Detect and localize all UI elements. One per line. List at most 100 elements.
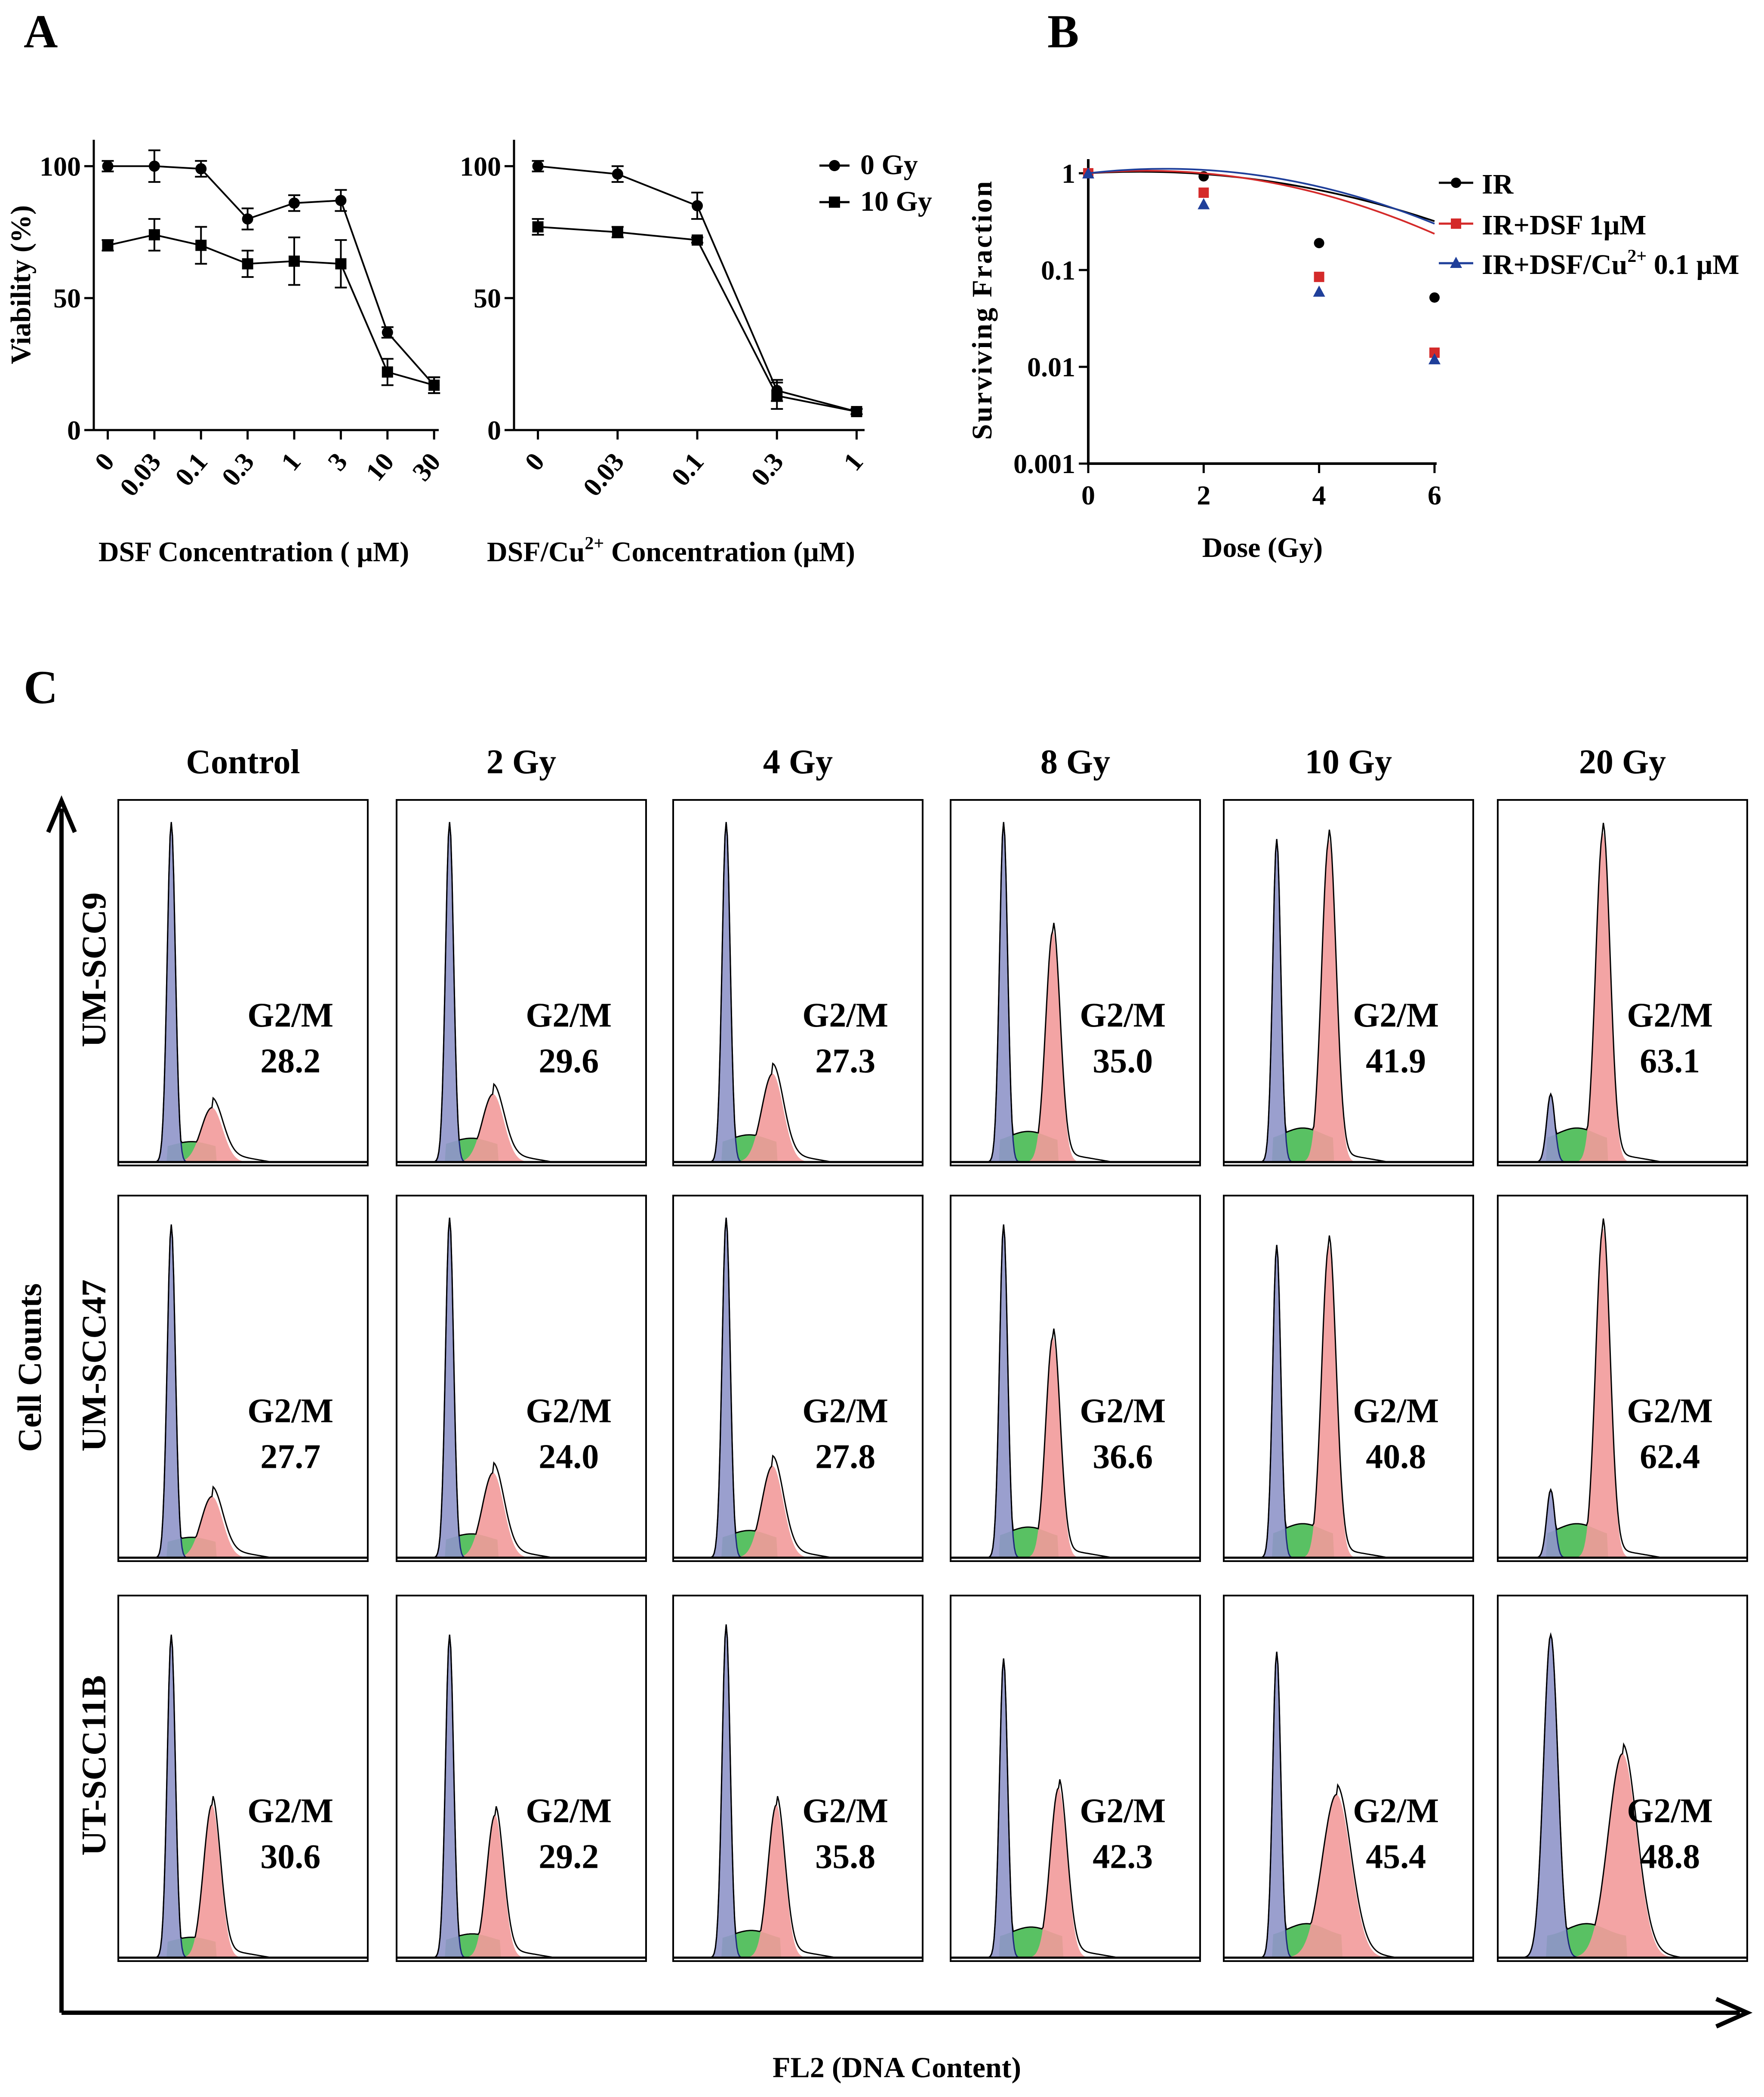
c-column-header: 8 Gy [1041,743,1110,781]
c-g2m-value: 48.8 [1640,1838,1700,1876]
c-g2m-label: G2/M [802,1392,888,1430]
a1-point-10gy [148,229,160,240]
c-g1-fill [678,822,917,1162]
c-g2m-label: G2/M [1627,996,1713,1034]
c-g1-fill [1229,1651,1468,1958]
legend-ir-dsf-cu-sup: 2+ [1627,246,1647,266]
c-g1-fill [678,1218,917,1558]
c-g2m-label: G2/M [1080,1792,1166,1830]
a1-point-10gy [335,258,347,270]
c-g1-fill [1503,1635,1742,1958]
legend-label-ir-dsf-cu: IR+DSF/Cu2+ 0.1 μM [1482,246,1739,280]
b-xtick-label: 2 [1197,480,1210,510]
c-row-label: UM-SCC47 [75,1279,113,1451]
c-g2m-label: G2/M [1353,1792,1439,1830]
a2-ytick-label: 50 [474,283,501,314]
c-y-axis-label: Cell Counts [11,1283,48,1452]
panel-label-a: A [24,5,58,58]
a1-y-axis-label: Viability (%) [5,205,37,364]
c-histogram-frame [1223,1195,1474,1562]
b-point-ir-dsf-cu [1428,353,1441,365]
a2-marks [532,160,863,418]
a1-x-axis-label: DSF Concentration ( μM) [99,536,409,568]
c-histogram-frame [950,799,1201,1166]
c-column-header: 4 Gy [763,743,833,781]
legend-marker-ir-dsf [1451,218,1461,229]
c-g1-fill [123,822,363,1162]
c-g1-fill [956,822,1195,1162]
c-row-label: UT-SCC11B [75,1675,113,1855]
c-s-phase-fill [1229,1923,1468,1958]
c-histogram-frame [117,1195,369,1562]
c-g1-fill [1503,1094,1742,1162]
c-row-label: UM-SCC9 [75,892,113,1047]
c-g1-fill [123,1224,363,1558]
c-g2m-label: G2/M [247,996,333,1034]
c-g2m-value: 42.3 [1093,1838,1153,1876]
c-g2m-value: 41.9 [1366,1042,1426,1080]
legend-ir-dsf-cu-suffix: 0.1 μM [1647,249,1739,280]
legend-marker-0gy [829,160,840,171]
c-g2m-value: 30.6 [260,1838,320,1876]
c-g2m-value: 27.7 [260,1438,320,1476]
c-g2m-label: G2/M [247,1392,333,1430]
b-marks [1082,167,1441,365]
c-column-header: 2 Gy [486,743,556,781]
legend-marker-10gy [829,197,840,208]
c-g2m-label: G2/M [1627,1792,1713,1830]
c-histogram-frame [117,1595,369,1962]
b-legend: IR IR+DSF 1μM IR+DSF/Cu2+ 0.1 μM [1439,169,1739,280]
b-point-ir-dsf [1198,188,1209,198]
b-xtick-label: 4 [1312,480,1326,510]
c-histogram-frame [1497,1195,1748,1562]
c-g2m-label: G2/M [526,1392,612,1430]
c-g2m-label: G2/M [526,1792,612,1830]
a2-legend: 0 Gy 10 Gy [819,149,932,217]
c-g2m-value: 45.4 [1366,1838,1426,1876]
c-histogram-panels: G2/M 28.2 G2/M 29.6 G2/M 27.3 G2/M 35.0 G2/M 41.9… [117,799,1748,1962]
c-s-phase-fill [1229,1524,1468,1558]
panel-label-b: B [1047,5,1079,58]
a1-series-line-1 [108,234,434,386]
c-row-labels: UM-SCC9 UM-SCC47 UT-SCC11B [75,892,113,1856]
c-histogram-panel: G2/M 27.3 [672,799,924,1166]
c-column-header: Control [186,743,300,781]
panel-label-c: C [24,661,58,713]
c-histogram-panel: G2/M 27.8 [672,1195,924,1562]
c-x-axis-arrowhead [1715,1997,1753,2029]
a1-series-line-0 [108,165,435,386]
a1-point-0gy [148,160,160,172]
c-histogram-panel: G2/M 30.6 [117,1595,369,1962]
b-ytick-label: 0.01 [1027,352,1075,382]
c-s-phase-fill [1229,1128,1468,1162]
a1-ytick-label: 50 [53,283,81,314]
b-xtick-label: 0 [1081,480,1095,510]
b-point-ir-dsf-cu [1198,198,1210,209]
c-g1-fill [402,822,641,1162]
a1-ytick-label: 100 [40,151,81,181]
c-histogram-frame [950,1195,1201,1562]
c-histogram-panel: G2/M 48.8 [1497,1595,1748,1962]
a1-point-10gy [102,240,114,251]
c-histogram-panel: G2/M 28.2 [117,799,369,1166]
c-column-headers: Control 2 Gy 4 Gy 8 Gy 10 Gy 20 Gy [186,743,1666,781]
chart-b-clonogenic-survival: 0 2 4 6 1 0.1 0.01 0.001 Surviving Fraction Dos… [967,158,1739,563]
c-histogram-panel: G2/M 29.2 [396,1595,647,1962]
b-x-axis-label: Dose (Gy) [1202,532,1323,563]
a2-point-10gy [612,226,623,238]
a1-point-0gy [242,213,253,225]
c-histogram-frame [672,1595,924,1962]
a2-x-label-suffix: Concentration (μM) [604,536,855,568]
a2-ytick-label: 0 [487,415,501,446]
c-g2m-value: 29.6 [539,1042,599,1080]
a1-point-10gy [242,258,253,270]
c-histogram-panel: G2/M 24.0 [396,1195,647,1562]
c-histogram-frame [396,799,647,1166]
c-g1-fill [402,1218,641,1558]
c-histogram-frame [950,1595,1201,1962]
c-s-phase-fill [1503,1128,1742,1162]
b-y-axis-label: Surviving Fraction [967,179,998,440]
a1-point-10gy [195,240,207,251]
b-point-ir [1429,292,1440,303]
c-histogram-panel: G2/M 36.6 [950,1195,1201,1562]
